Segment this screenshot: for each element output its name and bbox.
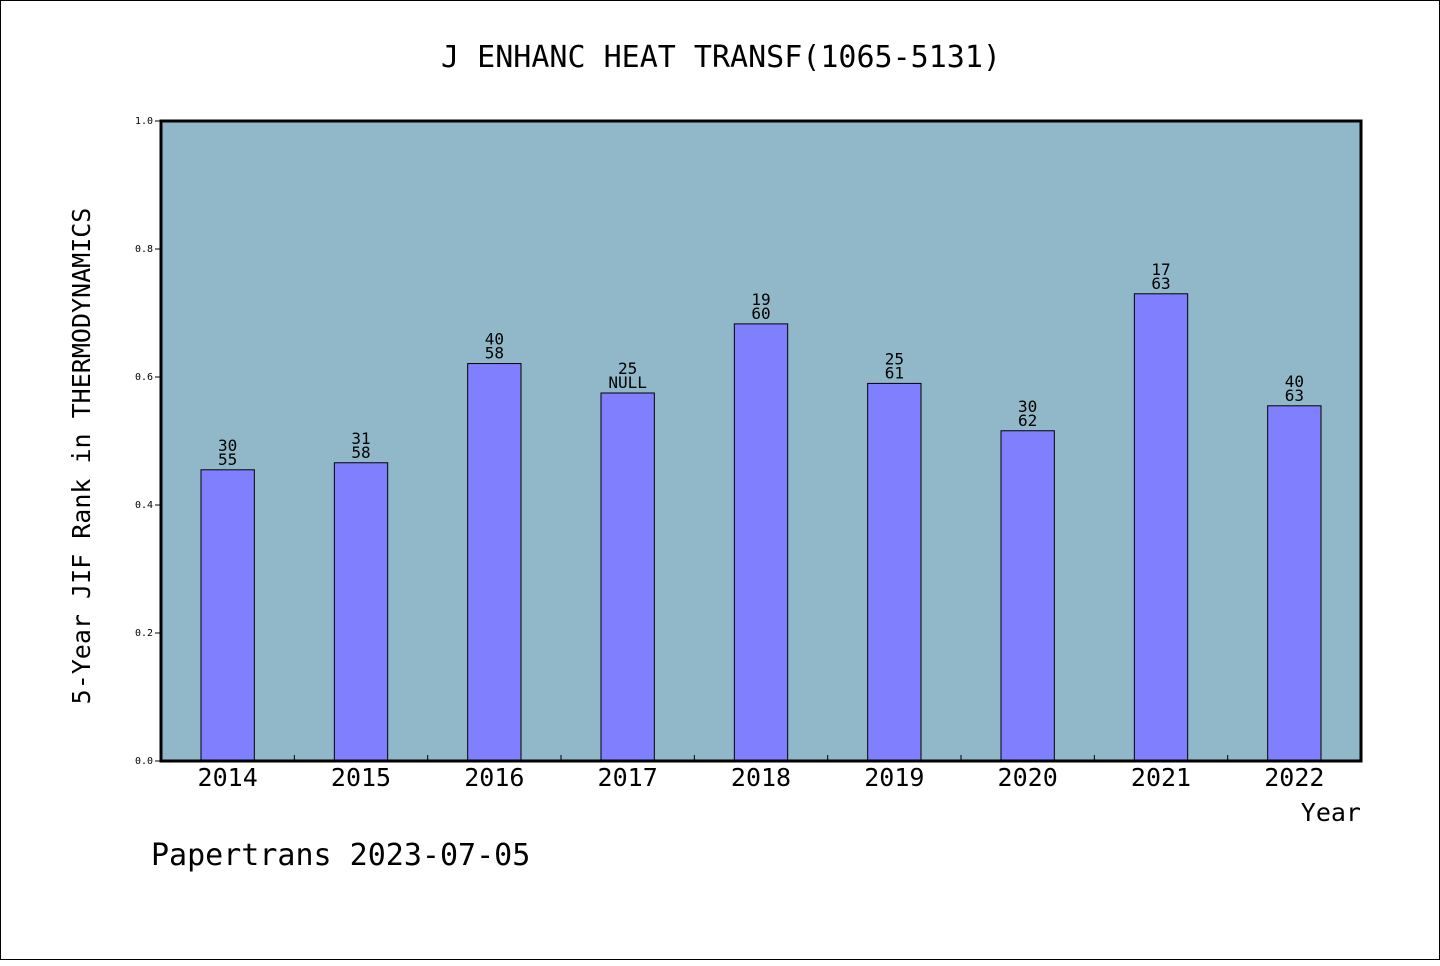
bar-label-top: 25 — [618, 359, 637, 378]
bar-label-top: 30 — [1018, 397, 1037, 416]
bar-label-bottom: 63 — [1151, 274, 1170, 293]
x-tick-label: 2014 — [198, 763, 258, 792]
bar-label-bottom: 58 — [485, 344, 504, 363]
bar-label-top: 17 — [1151, 260, 1170, 279]
footer-credit: Papertrans 2023-07-05 — [151, 838, 530, 873]
bar-label-top: 30 — [218, 436, 237, 455]
y-tick-label: 0.2 — [135, 628, 153, 639]
bar — [733, 323, 789, 762]
y-tick-label: 0.8 — [135, 244, 153, 255]
y-axis: 0.0 0.2 0.4 0.6 0.8 1.0 — [135, 116, 161, 767]
x-tick-label: 2017 — [598, 763, 658, 792]
bar — [200, 469, 255, 762]
bar-label-bottom: 63 — [1285, 386, 1304, 405]
bar — [1000, 430, 1055, 762]
y-axis-label: 5-Year JIF Rank in THERMODYNAMICS — [67, 208, 96, 705]
bar-label-bottom: 58 — [351, 443, 370, 462]
x-axis: 2014 2015 2016 2017 2018 2019 2020 2021 2022 — [198, 755, 1324, 792]
bar-label-top: 25 — [885, 349, 904, 368]
bar-label-bottom: 55 — [218, 450, 237, 469]
bar — [867, 382, 922, 762]
x-axis-label: Year — [1301, 798, 1361, 827]
bar-label-bottom: 60 — [751, 304, 770, 323]
bar-label-bottom: 62 — [1018, 411, 1037, 430]
bar — [1133, 293, 1189, 762]
bar — [600, 392, 655, 762]
x-tick-label: 2018 — [731, 763, 791, 792]
bar-label-top: 31 — [351, 429, 370, 448]
x-tick-label: 2016 — [464, 763, 524, 792]
bar-label-bottom: NULL — [608, 373, 647, 392]
x-tick-label: 2020 — [998, 763, 1058, 792]
bar — [467, 363, 522, 762]
x-tick-label: 2015 — [331, 763, 391, 792]
y-tick-label: 0.0 — [135, 756, 153, 767]
bar-label-top: 40 — [485, 330, 504, 349]
bar-label-top: 19 — [751, 290, 770, 309]
x-tick-label: 2021 — [1131, 763, 1191, 792]
bar-label-top: 40 — [1285, 372, 1304, 391]
bar-label-bottom: 61 — [885, 363, 904, 382]
y-tick-label: 0.4 — [135, 500, 153, 511]
x-tick-label: 2022 — [1264, 763, 1324, 792]
x-tick-label: 2019 — [864, 763, 924, 792]
bar — [1267, 405, 1322, 762]
y-tick-label: 1.0 — [135, 116, 153, 127]
chart-title: J ENHANC HEAT TRANSF(1065-5131) — [441, 40, 1001, 75]
bar — [333, 462, 389, 762]
plot-border — [159, 119, 1363, 763]
y-tick-label: 0.6 — [135, 372, 153, 383]
